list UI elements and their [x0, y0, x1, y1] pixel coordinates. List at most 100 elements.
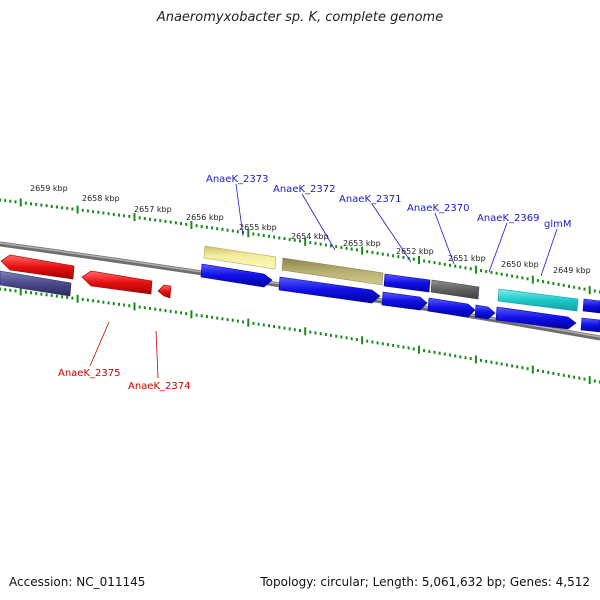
lower-ruler-minor-tick: [55, 294, 58, 298]
gene-navy[interactable]: [0, 270, 72, 297]
upper-ruler-minor-tick: [61, 206, 64, 210]
map-title: Anaeromyxobacter sp. K, complete genome: [156, 10, 444, 25]
upper-ruler-minor-tick: [402, 256, 405, 259]
upper-ruler-major-tick: [190, 221, 193, 229]
gene-blue-8[interactable]: [582, 298, 600, 314]
upper-ruler-minor-tick: [123, 214, 126, 218]
accession-text: Accession: NC_011145: [9, 575, 146, 589]
gene-red-2[interactable]: [81, 270, 153, 295]
gene-red-3[interactable]: [157, 284, 172, 299]
gene-label-anaek-2369[interactable]: AnaeK_2369: [477, 213, 539, 224]
upper-ruler-minor-tick: [81, 208, 84, 212]
gene-blue-6[interactable]: [474, 304, 496, 320]
lower-ruler-minor-tick: [345, 336, 348, 340]
gene-blue-7[interactable]: [495, 306, 577, 330]
lower-gene-labels: AnaeK_2375 AnaeK_2374: [58, 321, 190, 392]
upper-ruler-minor-tick: [386, 253, 389, 257]
upper-ruler-minor-tick: [392, 254, 395, 258]
upper-ruler-minor-tick: [55, 205, 58, 209]
upper-ruler-minor-tick: [495, 271, 498, 275]
lower-ruler-minor-tick: [454, 354, 457, 358]
upper-ruler-minor-tick: [516, 275, 519, 279]
upper-ruler-minor-tick: [309, 241, 312, 245]
lower-ruler-minor-tick: [195, 313, 198, 317]
lower-ruler-minor-tick: [562, 373, 565, 377]
upper-ruler-minor-tick: [330, 244, 332, 248]
gene-label-glmm[interactable]: glmM: [544, 219, 572, 230]
upper-ruler-minor-tick: [231, 229, 234, 233]
upper-ruler-major-tick: [19, 198, 22, 207]
gene-blue-4[interactable]: [381, 291, 428, 311]
upper-ruler-minor-tick: [314, 241, 317, 245]
gene-red-1[interactable]: [0, 254, 75, 280]
gene-blue-2[interactable]: [278, 276, 381, 304]
lower-ruler-minor-tick: [335, 334, 338, 338]
upper-ruler-minor-tick: [236, 230, 239, 234]
tick-label-2658: 2658 kbp: [82, 194, 120, 203]
gene-label-anaek-2374[interactable]: AnaeK_2374: [128, 381, 190, 392]
upper-ruler-minor-tick: [423, 259, 426, 263]
lower-ruler-minor-tick: [381, 342, 384, 346]
lower-ruler-minor-tick: [511, 364, 514, 368]
gene-label-anaek-2371[interactable]: AnaeK_2371: [339, 194, 401, 205]
gene-olive[interactable]: [281, 257, 384, 286]
upper-ruler-minor-tick: [30, 202, 32, 206]
upper-ruler-minor-tick: [185, 222, 188, 226]
upper-ruler-minor-tick: [97, 210, 100, 214]
lower-ruler-minor-tick: [521, 366, 524, 370]
upper-ruler-major-tick: [361, 246, 364, 255]
upper-ruler-minor-tick: [376, 251, 379, 255]
tick-label-2654: 2654 kbp: [291, 232, 329, 241]
upper-ruler-minor-tick: [350, 247, 353, 251]
upper-ruler-minor-tick: [485, 270, 488, 273]
upper-ruler-minor-tick: [526, 277, 529, 281]
upper-ruler-minor-tick: [397, 255, 400, 259]
upper-ruler-minor-tick: [366, 250, 369, 254]
upper-ruler-minor-tick: [562, 283, 565, 287]
upper-ruler-minor-tick: [578, 286, 581, 290]
gene-cyan[interactable]: [497, 288, 579, 312]
lower-ruler-minor-tick: [449, 353, 451, 357]
upper-ruler-minor-tick: [40, 203, 43, 207]
upper-ruler-minor-tick: [464, 266, 467, 270]
gene-label-anaek-2372[interactable]: AnaeK_2372: [273, 184, 335, 195]
upper-ruler-minor-tick: [500, 272, 503, 276]
upper-ruler-minor-tick: [107, 212, 110, 216]
upper-ruler-minor-tick: [340, 245, 343, 249]
lower-ruler-minor-tick: [252, 321, 255, 325]
gene-blue-3[interactable]: [383, 273, 431, 293]
upper-ruler-major-tick: [474, 265, 477, 274]
lower-ruler-minor-tick: [552, 371, 555, 375]
upper-ruler-minor-tick: [4, 199, 7, 203]
upper-ruler-minor-tick: [345, 246, 348, 250]
upper-ruler-minor-tick: [252, 232, 255, 236]
gene-blue-5[interactable]: [427, 297, 476, 318]
lower-ruler-minor-tick: [283, 326, 286, 330]
lower-ruler-major-tick: [76, 294, 79, 303]
upper-ruler-minor-tick: [45, 204, 48, 208]
upper-ruler-minor-tick: [438, 262, 441, 265]
gene-blue-1[interactable]: [200, 263, 273, 288]
upper-ruler-major-tick: [531, 275, 534, 284]
lower-ruler-minor-tick: [355, 338, 358, 341]
lower-ruler-minor-tick: [278, 325, 281, 329]
lower-ruler-minor-tick: [542, 370, 545, 373]
lower-ruler-minor-tick: [211, 315, 214, 319]
tick-label-2652: 2652 kbp: [396, 247, 434, 256]
gene-blue-9[interactable]: [580, 317, 600, 333]
lower-ruler-minor-tick: [268, 324, 270, 328]
lower-ruler-minor-tick: [154, 307, 157, 311]
gene-yellow[interactable]: [203, 245, 277, 270]
lower-ruler-minor-tick: [200, 314, 203, 318]
upper-ruler-minor-tick: [449, 263, 451, 267]
gene-label-anaek-2370[interactable]: AnaeK_2370: [407, 203, 469, 214]
lower-ruler-minor-tick: [402, 345, 405, 349]
gene-gray[interactable]: [430, 279, 480, 300]
upper-ruler-minor-tick: [50, 204, 53, 208]
lower-ruler-minor-tick: [226, 318, 229, 322]
gene-label-anaek-2375[interactable]: AnaeK_2375: [58, 368, 120, 379]
gene-label-anaek-2373[interactable]: AnaeK_2373: [206, 174, 268, 185]
upper-ruler-minor-tick: [480, 269, 482, 273]
lower-ruler-minor-tick: [547, 370, 550, 374]
upper-ruler-minor-tick: [443, 262, 446, 266]
